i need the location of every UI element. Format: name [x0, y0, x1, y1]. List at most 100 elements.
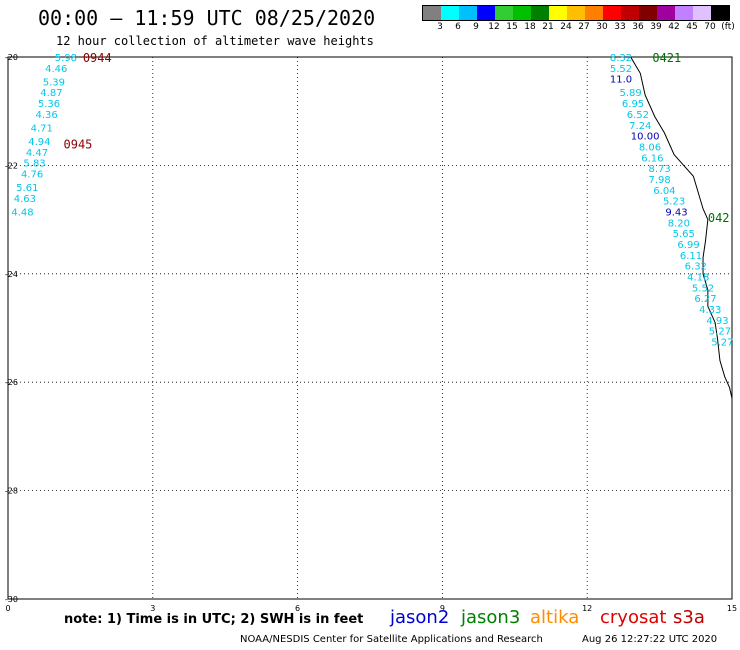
scale-swatch: [675, 6, 693, 20]
generation-timestamp: Aug 26 12:27:22 UTC 2020: [582, 634, 718, 645]
scale-label: 3: [437, 22, 443, 32]
scale-swatch: [549, 6, 567, 20]
mission-jason2-label: jason2: [390, 607, 450, 628]
scale-swatch: [603, 6, 621, 20]
wave-height-label: 6.16: [641, 153, 663, 164]
wave-height-label: 5.98: [55, 53, 77, 64]
page-subtitle: 12 hour collection of altimeter wave hei…: [56, 34, 374, 48]
wave-height-label: 6.95: [622, 99, 644, 110]
scale-swatch: [639, 6, 657, 20]
pass-time-label: 0944: [83, 51, 112, 65]
pass-time-label: 0421: [652, 51, 681, 65]
scale-swatch: [585, 6, 603, 20]
wave-height-label: 4.18: [687, 273, 709, 284]
footer-note: note: 1) Time is in UTC; 2) SWH is in fe…: [64, 612, 364, 627]
wave-height-label: 5.27: [709, 327, 731, 338]
wave-height-label: 4.93: [706, 316, 728, 327]
scale-swatch: [441, 6, 459, 20]
wave-height-label: 5.23: [663, 197, 685, 208]
x-tick-label: 12: [582, 604, 592, 613]
x-tick-label: 0: [5, 604, 10, 613]
wave-height-label: 5.65: [673, 229, 695, 240]
wave-height-label: 6.52: [627, 110, 649, 121]
mission-s3a-label: s3a: [673, 607, 705, 628]
scale-label: 42: [668, 22, 680, 32]
mission-cryosat-label: cryosat: [600, 607, 667, 628]
x-tick-label: 6: [295, 604, 300, 613]
scale-label: (ft): [721, 22, 735, 32]
wave-height-label: 4.76: [21, 170, 43, 181]
wave-height-label: 6.27: [694, 294, 716, 305]
x-tick-label: 15: [727, 604, 737, 613]
wave-height-label: 8.06: [639, 142, 661, 153]
wave-height-label: 4.47: [26, 148, 48, 159]
scale-label: 15: [506, 22, 518, 32]
scale-label: 24: [560, 22, 572, 32]
color-scale-bar: [422, 5, 730, 21]
wave-height-label: 6.04: [653, 186, 675, 197]
scale-swatch: [621, 6, 639, 20]
plot-frame: [7, 56, 733, 600]
page-title: 00:00 – 11:59 UTC 08/25/2020: [38, 6, 376, 30]
scale-swatch: [423, 6, 441, 20]
scale-label: 9: [473, 22, 479, 32]
wave-height-label: 4.48: [11, 207, 33, 218]
x-tick-label: 9: [440, 604, 445, 613]
y-tick-label: -24: [5, 270, 18, 279]
pass-time-label: 042: [708, 211, 730, 225]
scale-label: 27: [578, 22, 590, 32]
wave-height-label: 4.36: [35, 110, 57, 121]
wave-height-label: 5.36: [38, 99, 60, 110]
wave-height-label: 6.11: [680, 251, 702, 262]
coastline: [630, 56, 733, 399]
scale-swatch: [531, 6, 549, 20]
wave-height-label: 10.00: [631, 132, 660, 143]
scale-label: 18: [524, 22, 536, 32]
wave-height-label: 8.32: [610, 53, 632, 64]
wave-height-label: 5.52: [692, 283, 714, 294]
mission-altika-label: altika: [530, 607, 580, 628]
scale-swatch: [459, 6, 477, 20]
wave-height-label: 6.32: [685, 262, 707, 273]
y-tick-label: -22: [5, 161, 18, 170]
wave-height-label: 11.0: [610, 75, 632, 86]
y-tick-label: -26: [5, 378, 18, 387]
wave-height-label: 4.71: [31, 123, 53, 134]
mission-jason3-label: jason3: [461, 607, 521, 628]
scale-label: 39: [650, 22, 662, 32]
wave-height-label: 8.20: [668, 218, 690, 229]
scale-label: 21: [542, 22, 554, 32]
scale-swatch: [693, 6, 711, 20]
scale-swatch: [495, 6, 513, 20]
scale-label: 70: [704, 22, 716, 32]
wave-height-label: 4.63: [14, 194, 36, 205]
x-tick-label: 3: [150, 604, 155, 613]
wave-height-label: 9.43: [665, 207, 687, 218]
wave-height-label: 5.83: [23, 159, 45, 170]
wave-height-label: 4.94: [28, 137, 50, 148]
pass-time-label: 0945: [64, 138, 93, 152]
scale-swatch: [477, 6, 495, 20]
y-tick-label: -20: [5, 53, 18, 62]
y-tick-label: -28: [5, 487, 18, 496]
scale-label: 6: [455, 22, 461, 32]
credit-text: NOAA/NESDIS Center for Satellite Applica…: [240, 634, 543, 645]
scale-swatch: [711, 6, 729, 20]
wave-height-label: 8.73: [648, 164, 670, 175]
scale-swatch: [657, 6, 675, 20]
wave-height-label: 4.87: [40, 88, 62, 99]
wave-height-label: 5.39: [43, 77, 65, 88]
scale-swatch: [567, 6, 585, 20]
wave-height-label: 7.98: [648, 175, 670, 186]
wave-height-label: 7.24: [629, 121, 651, 132]
wave-height-label: 5.61: [16, 183, 38, 194]
scale-label: 45: [686, 22, 698, 32]
scale-swatch: [513, 6, 531, 20]
scale-label: 36: [632, 22, 644, 32]
wave-height-label: 5.52: [610, 64, 632, 75]
scale-label: 33: [614, 22, 626, 32]
wave-height-label: 5.27: [711, 338, 733, 349]
wave-height-label: 5.89: [620, 88, 642, 99]
